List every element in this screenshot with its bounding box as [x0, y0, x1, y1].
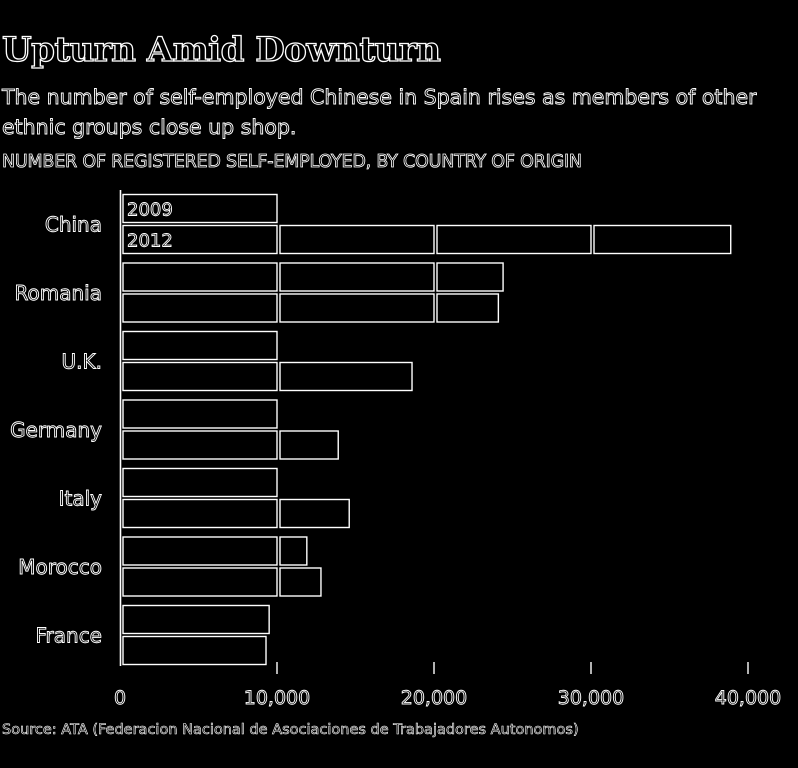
bar: [122, 193, 278, 224]
legend-label: 2009: [127, 200, 173, 221]
x-tick-label: 30,000: [558, 687, 624, 709]
bar-segment: [122, 536, 278, 566]
x-tick-label: 10,000: [244, 687, 310, 709]
bar-segment: [122, 604, 270, 635]
bar: [122, 567, 322, 597]
bar: [122, 262, 504, 292]
bar: [122, 635, 267, 666]
category-label: Romania: [15, 281, 102, 305]
bar: [122, 224, 732, 255]
bar-segment: [593, 224, 732, 255]
bar-segment: [122, 330, 278, 361]
chart-subtitle: The number of self-employed Chinese in S…: [2, 85, 757, 140]
bar: [122, 430, 339, 460]
bar-segment: [122, 224, 278, 255]
category-label: China: [45, 213, 102, 237]
bar: [122, 467, 278, 498]
bar-segment: [279, 224, 435, 255]
category-label: Morocco: [18, 555, 102, 579]
bar-segment: [436, 224, 592, 255]
bar-segment: [122, 430, 278, 460]
bar-segment: [279, 262, 435, 292]
bar: [122, 498, 350, 529]
bar-segment: [122, 361, 278, 392]
bar-segment: [279, 361, 413, 392]
source-note: Source: ATA (Federacion Nacional de Asoc…: [2, 722, 579, 739]
bar-segment: [122, 262, 278, 292]
bar-segment: [122, 567, 278, 597]
bar-segment: [436, 262, 504, 292]
x-tick-label: 0: [114, 687, 126, 709]
bar-segment: [279, 430, 339, 460]
bar: [122, 330, 278, 361]
category-label: U.K.: [62, 350, 102, 374]
bar-segment: [122, 193, 278, 224]
bar: [122, 604, 270, 635]
category-label: France: [35, 624, 102, 648]
bar-segment: [279, 567, 322, 597]
category-label: Germany: [10, 418, 102, 442]
x-tick-label: 40,000: [715, 687, 781, 709]
bar-segment: [279, 536, 308, 566]
bar: [122, 399, 278, 429]
chart-heading: NUMBER OF REGISTERED SELF-EMPLOYED, BY C…: [2, 152, 583, 173]
bar-segment: [279, 293, 435, 323]
bar: [122, 536, 308, 566]
bar: [122, 293, 500, 323]
bar-segment: [122, 498, 278, 529]
bar: [122, 361, 413, 392]
category-label: Italy: [59, 487, 103, 511]
chart-title: Upturn Amid Downturn: [1, 29, 441, 70]
bar-segment: [122, 293, 278, 323]
bar-segment: [122, 467, 278, 498]
bar-segment: [122, 635, 267, 666]
bar-segment: [436, 293, 500, 323]
bar-segment: [279, 498, 350, 529]
bar-segment: [122, 399, 278, 429]
x-tick-label: 20,000: [401, 687, 467, 709]
legend-label: 2012: [127, 231, 173, 252]
